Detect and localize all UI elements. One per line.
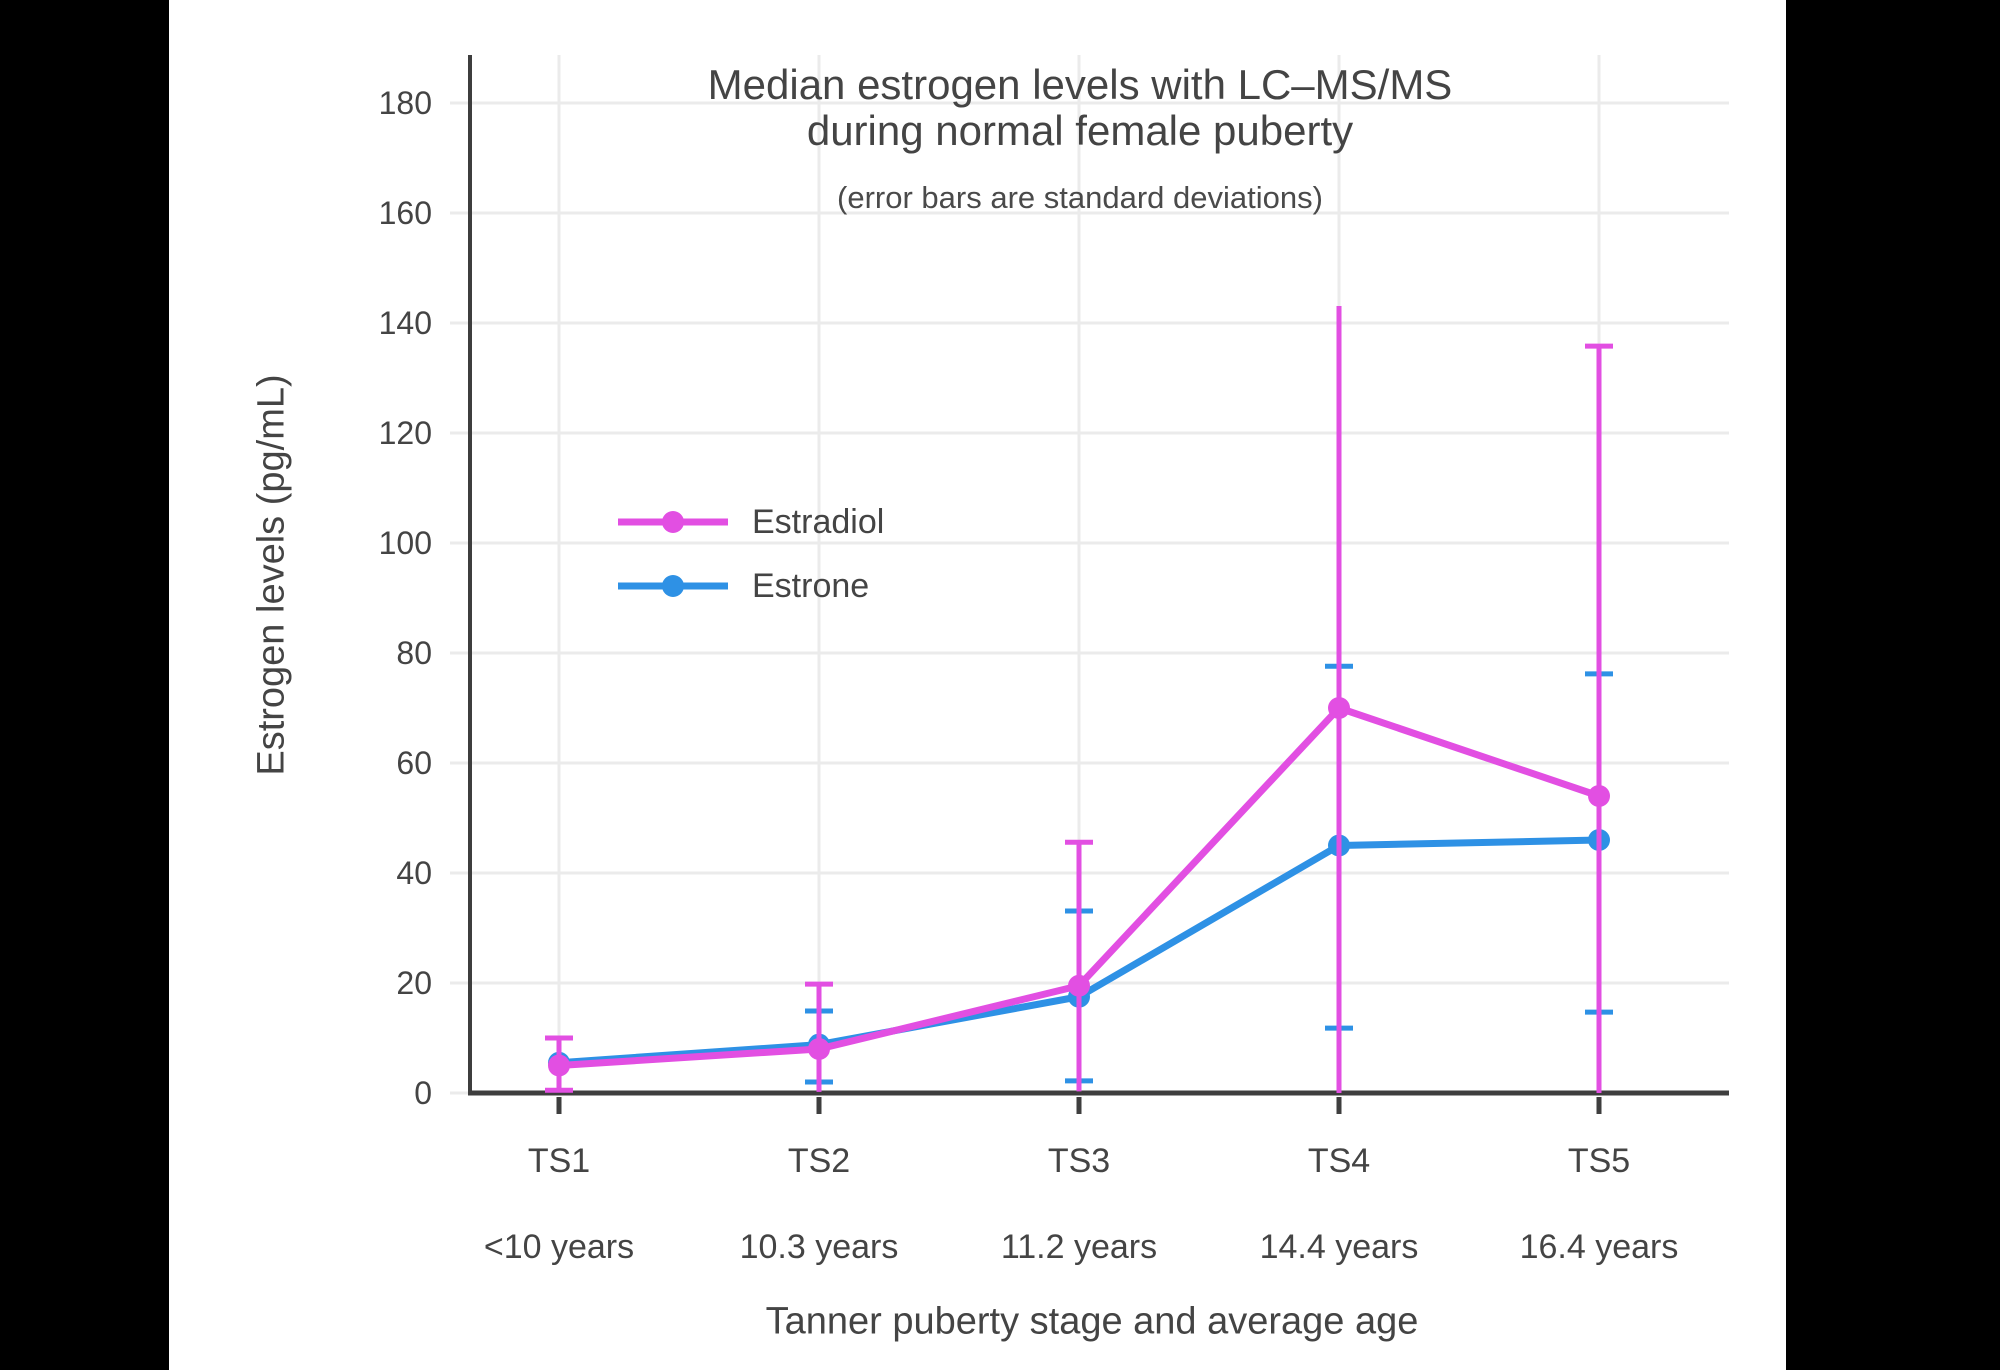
y-tick-label: 180 bbox=[379, 85, 432, 121]
data-point-estradiol bbox=[548, 1054, 570, 1077]
legend-item-estradiol[interactable]: Estradiol bbox=[618, 490, 884, 554]
chart-title: Median estrogen levels with LC–MS/MS dur… bbox=[420, 62, 1740, 154]
x-tick-label: TS4 bbox=[1308, 1142, 1370, 1180]
x-axis-title: Tanner puberty stage and average age bbox=[765, 1300, 1419, 1343]
data-point-estradiol bbox=[808, 1038, 830, 1060]
chart-title-line1: Median estrogen levels with LC–MS/MS bbox=[707, 61, 1453, 108]
legend-label-estrone: Estrone bbox=[752, 566, 870, 605]
y-tick-label: 20 bbox=[396, 965, 432, 1001]
legend-label-estradiol: Estradiol bbox=[752, 502, 885, 541]
y-tick-label: 120 bbox=[379, 415, 432, 451]
y-tick-label: 60 bbox=[396, 745, 432, 781]
data-point-estradiol bbox=[1328, 697, 1350, 719]
x-tick-label: TS1 bbox=[528, 1142, 590, 1180]
letterbox-left bbox=[0, 0, 169, 1370]
y-tick-label: 40 bbox=[396, 855, 432, 891]
x-tick-sublabel: 11.2 years bbox=[1001, 1228, 1157, 1266]
x-tick-label: TS3 bbox=[1048, 1142, 1110, 1180]
data-point-estradiol bbox=[1068, 974, 1090, 997]
legend: Estradiol Estrone bbox=[618, 490, 884, 618]
y-tick-label: 0 bbox=[414, 1075, 432, 1111]
y-tick-label: 100 bbox=[379, 525, 432, 561]
y-tick-label: 140 bbox=[379, 305, 432, 341]
chart-canvas: 0 20 40 60 80 100 120 140 160 180 TS1 TS2 TS3 TS4 TS5 <… bbox=[169, 0, 1786, 1370]
legend-marker-estradiol bbox=[618, 511, 728, 533]
x-tick-label: TS2 bbox=[788, 1142, 850, 1180]
chart-title-line2: during normal female puberty bbox=[806, 107, 1354, 154]
letterbox-right bbox=[1786, 0, 2000, 1370]
y-tick-label: 80 bbox=[396, 635, 432, 671]
x-tick-sublabel: <10 years bbox=[484, 1228, 634, 1266]
y-axis-title: Estrogen levels (pg/mL) bbox=[250, 374, 293, 776]
x-tick-label: TS5 bbox=[1568, 1142, 1630, 1180]
legend-marker-estrone bbox=[618, 575, 728, 597]
x-tick-sublabel: 16.4 years bbox=[1520, 1228, 1679, 1266]
y-tick-label: 160 bbox=[379, 195, 432, 231]
data-point-estradiol bbox=[1588, 785, 1610, 807]
chart-subtitle: (error bars are standard deviations) bbox=[837, 180, 1323, 215]
x-tick-sublabel: 10.3 years bbox=[740, 1228, 899, 1266]
legend-item-estrone[interactable]: Estrone bbox=[618, 554, 884, 618]
x-tick-sublabel: 14.4 years bbox=[1260, 1228, 1419, 1266]
